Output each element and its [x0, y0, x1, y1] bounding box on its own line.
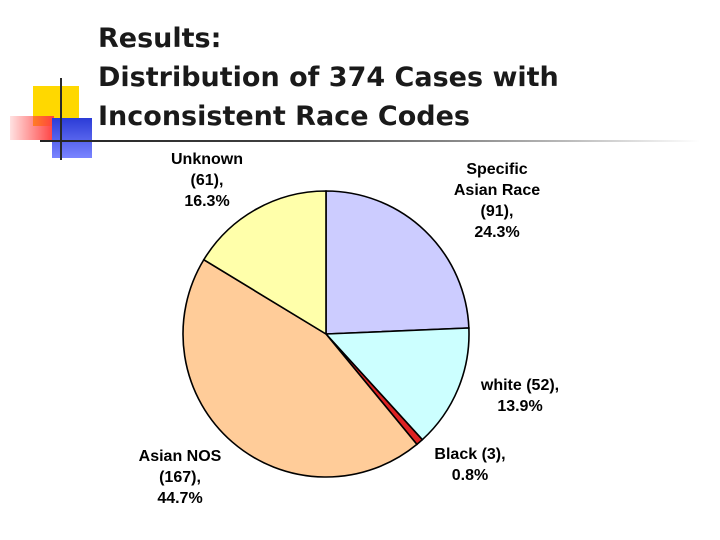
slide-title-results: Results: [98, 23, 222, 54]
slice-label-black: Black (3), 0.8% [434, 446, 505, 484]
decor-blue-square [52, 118, 92, 158]
decor-red-bar [10, 116, 54, 140]
pie-slice-specific-asian-race [325, 190, 470, 335]
slice-label-unknown: Unknown (61), 16.3% [171, 151, 243, 210]
slide-title-line-1: Distribution of 374 Cases with [98, 62, 559, 93]
slide-title-line-2: Inconsistent Race Codes [98, 101, 470, 132]
slice-label-specific-asian-race: Specific Asian Race (91), 24.3% [454, 161, 540, 241]
slice-label-white: white (52), 13.9% [480, 377, 559, 415]
pie-slice-asian-nos [182, 258, 419, 478]
pie-slice-unknown [202, 190, 327, 336]
title-underline [40, 140, 700, 142]
slice-label-asian-nos: Asian NOS (167), 44.7% [139, 448, 222, 507]
decor-vertical-line [60, 78, 62, 160]
pie-slice-white [324, 327, 470, 441]
